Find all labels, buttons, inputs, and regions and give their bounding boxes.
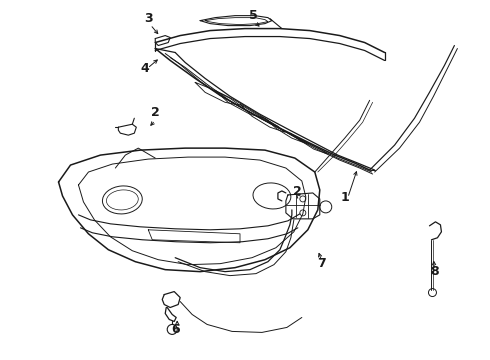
Text: 2: 2 xyxy=(294,185,302,198)
Text: 5: 5 xyxy=(248,9,257,22)
Text: 3: 3 xyxy=(144,12,152,25)
Text: 4: 4 xyxy=(141,62,149,75)
Text: 2: 2 xyxy=(151,106,160,119)
Text: 7: 7 xyxy=(318,257,326,270)
Text: 8: 8 xyxy=(430,265,439,278)
Text: 1: 1 xyxy=(341,192,349,204)
Text: 6: 6 xyxy=(171,323,179,336)
